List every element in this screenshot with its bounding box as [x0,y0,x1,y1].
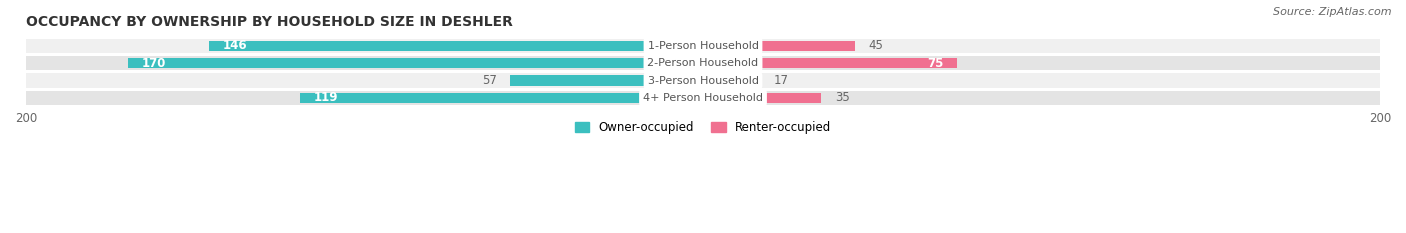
Text: 17: 17 [775,74,789,87]
Bar [301,93,703,103]
Bar [27,73,1379,88]
Bar [703,58,957,68]
Text: Source: ZipAtlas.com: Source: ZipAtlas.com [1274,7,1392,17]
Text: 75: 75 [927,57,943,70]
Bar [209,41,703,51]
Text: 4+ Person Household: 4+ Person Household [643,93,763,103]
Text: 3-Person Household: 3-Person Household [648,75,758,86]
Bar [128,58,703,68]
Text: 57: 57 [482,74,496,87]
Text: 146: 146 [222,39,247,52]
Bar [27,56,1379,70]
Bar [703,41,855,51]
Bar [703,75,761,86]
Bar [510,75,703,86]
Bar [703,93,821,103]
Bar [27,39,1379,53]
Bar [27,91,1379,105]
Text: 35: 35 [835,91,849,104]
Text: 170: 170 [141,57,166,70]
Legend: Owner-occupied, Renter-occupied: Owner-occupied, Renter-occupied [569,116,837,139]
Text: 45: 45 [869,39,884,52]
Text: 119: 119 [314,91,339,104]
Text: 1-Person Household: 1-Person Household [648,41,758,51]
Text: 2-Person Household: 2-Person Household [647,58,759,68]
Text: OCCUPANCY BY OWNERSHIP BY HOUSEHOLD SIZE IN DESHLER: OCCUPANCY BY OWNERSHIP BY HOUSEHOLD SIZE… [27,15,513,29]
